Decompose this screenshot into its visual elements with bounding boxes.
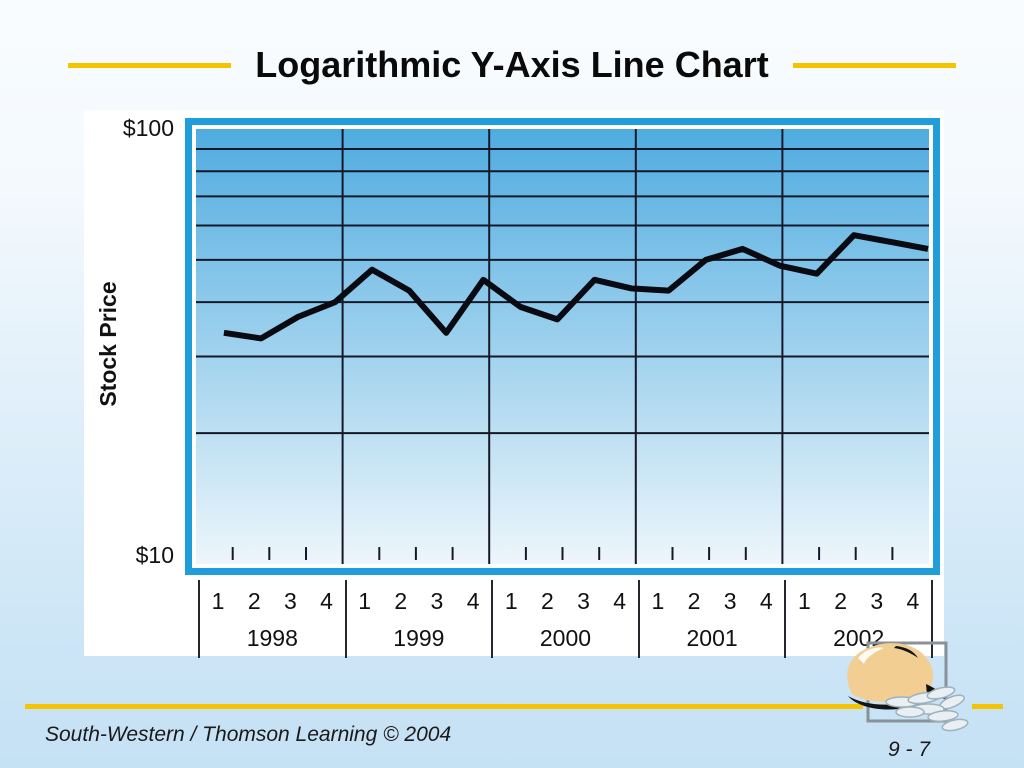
title-rule-left bbox=[68, 62, 232, 68]
title-row: Logarithmic Y-Axis Line Chart bbox=[0, 44, 1024, 86]
quarter-label: 3 bbox=[283, 588, 297, 614]
chart-panel: $100 $10 Stock Price 1 2 3 4 1998 1 2 3 4 1999 1 2 3… bbox=[84, 110, 944, 658]
year-cell: 1 2 3 4 2000 bbox=[491, 580, 638, 658]
title-rule-right bbox=[792, 62, 956, 68]
year-cell: 1 2 3 4 1999 bbox=[344, 580, 492, 658]
year-cell: 1 2 3 4 1998 bbox=[198, 580, 345, 658]
quarter-label: 4 bbox=[759, 588, 773, 614]
bag-tie bbox=[894, 646, 918, 658]
quarter-label: 3 bbox=[577, 588, 590, 614]
year-label: 1998 bbox=[246, 625, 298, 651]
quarter-label: 3 bbox=[430, 588, 444, 614]
y-axis-title: Stock Price bbox=[95, 281, 121, 407]
quarter-label: 4 bbox=[613, 588, 627, 614]
money-bag-icon bbox=[847, 643, 934, 703]
quarter-label: 2 bbox=[247, 588, 261, 614]
quarter-label: 4 bbox=[906, 588, 920, 614]
year-label: 2000 bbox=[539, 625, 592, 651]
page-title: Logarithmic Y-Axis Line Chart bbox=[255, 44, 769, 85]
quarter-label: 2 bbox=[834, 588, 847, 614]
quarter-label: 3 bbox=[723, 588, 737, 614]
year-label: 1999 bbox=[393, 625, 445, 651]
footer-credit: South-Western / Thomson Learning © 2004 bbox=[45, 723, 452, 746]
bag-highlight bbox=[858, 647, 884, 664]
y-axis-min-label: $10 bbox=[135, 542, 174, 568]
quarter-label: 4 bbox=[466, 588, 480, 614]
x-axis: 1 2 3 4 1998 1 2 3 4 1999 1 2 3 4 2000 1 2 3 4 2001 1 2 3 4 2002 bbox=[198, 580, 933, 658]
stock-price-line-chart bbox=[196, 129, 929, 564]
bottom-rule-dash bbox=[972, 704, 1003, 709]
quarter-label: 1 bbox=[651, 588, 665, 614]
year-label: 2001 bbox=[686, 625, 738, 651]
quarter-label: 1 bbox=[798, 588, 811, 614]
year-cell: 1 2 3 4 2001 bbox=[637, 580, 785, 658]
y-axis-max-label: $100 bbox=[122, 115, 174, 141]
quarter-label: 2 bbox=[394, 588, 408, 614]
bottom-rule bbox=[25, 704, 863, 709]
quarter-label: 1 bbox=[211, 588, 225, 614]
chart-frame bbox=[185, 118, 940, 575]
quarter-label: 4 bbox=[320, 588, 333, 614]
page-number: 9 - 7 bbox=[888, 738, 931, 761]
quarter-label: 2 bbox=[687, 588, 701, 614]
year-cell: 1 2 3 4 2002 bbox=[784, 580, 933, 658]
quarter-label: 2 bbox=[541, 588, 554, 614]
quarter-label: 1 bbox=[358, 588, 372, 614]
coins-icon bbox=[885, 686, 969, 732]
quarter-label: 1 bbox=[504, 588, 518, 614]
quarter-label: 3 bbox=[870, 588, 884, 614]
money-bag-with-coins-icon bbox=[847, 641, 969, 732]
price-line bbox=[223, 232, 929, 342]
